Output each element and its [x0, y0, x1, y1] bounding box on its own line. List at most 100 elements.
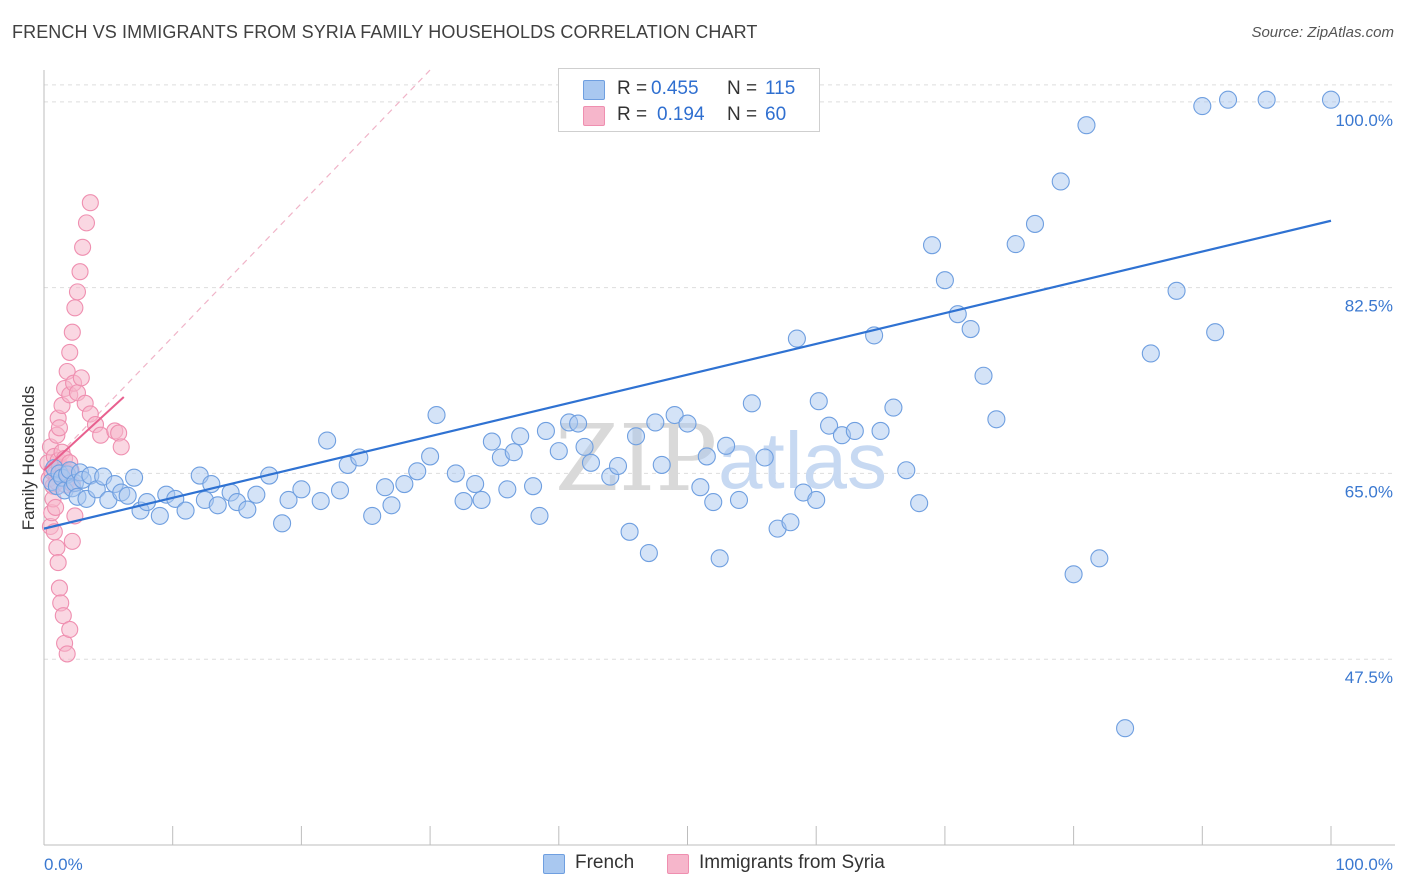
french-point [884, 398, 903, 417]
y-tick-label: 100.0% [1335, 111, 1393, 130]
french-point [118, 486, 137, 505]
chart-title: FRENCH VS IMMIGRANTS FROM SYRIA FAMILY H… [12, 22, 758, 42]
legend-row-syria: R = 0.194 N = 60 [559, 103, 819, 129]
french-point [620, 522, 639, 541]
french-point [1218, 90, 1238, 109]
syria-trend-line [43, 396, 125, 471]
y-tick-label: 47.5% [1345, 668, 1393, 687]
syria-point [50, 579, 68, 597]
french-point [910, 494, 929, 513]
legend-french-n-value: 115 [765, 78, 796, 99]
series-legend: French Immigrants from Syria [0, 852, 1406, 878]
french-point [781, 513, 800, 532]
stats-legend: R = 0.455 N = 115 R = 0.194 N = 60 [558, 68, 820, 132]
legend-syria-n-label: N = [727, 104, 758, 125]
series-french-points [42, 90, 1341, 738]
french-point [665, 405, 684, 425]
reference-dashed-line [43, 69, 431, 471]
french-point [524, 477, 543, 496]
french-point [1077, 116, 1096, 135]
french-point [639, 543, 658, 563]
legend-swatch-french-bottom [543, 854, 565, 874]
french-point [871, 421, 890, 441]
french-point [498, 480, 517, 499]
syria-point [48, 539, 66, 557]
french-point [330, 481, 350, 500]
french-point [279, 490, 298, 510]
syria-point [61, 343, 79, 361]
syria-point [58, 645, 76, 663]
french-point [691, 478, 710, 497]
legend-label-syria: Immigrants from Syria [699, 852, 885, 873]
french-point [176, 501, 195, 520]
french-point [697, 447, 716, 466]
french-point [1090, 549, 1109, 568]
french-point [150, 506, 169, 525]
french-point [729, 490, 749, 510]
french-point [376, 478, 395, 497]
legend-french-n-label: N = [727, 78, 758, 99]
french-trend-line [43, 219, 1332, 530]
syria-point [47, 498, 65, 516]
syria-point [77, 214, 96, 232]
x-tick-label: 100.0% [1335, 855, 1393, 874]
french-point [318, 431, 337, 450]
reference-diagonal [43, 69, 431, 471]
trend-lines [43, 219, 1332, 530]
french-point [454, 491, 473, 511]
syria-point [61, 620, 79, 639]
french-point [974, 366, 993, 385]
french-point [787, 329, 806, 348]
french-point [208, 496, 227, 515]
y-tick-label: 65.0% [1345, 482, 1393, 501]
french-point [961, 319, 980, 339]
french-point [807, 490, 826, 510]
french-point [472, 490, 491, 510]
legend-french-r-value: 0.455 [651, 78, 699, 99]
french-point [1116, 719, 1135, 738]
syria-point [63, 532, 81, 550]
french-point [717, 436, 736, 455]
french-point [427, 405, 446, 425]
watermark: ZIP atlas [555, 405, 887, 512]
french-point [922, 236, 942, 255]
legend-syria-r-label: R = [617, 104, 648, 125]
x-tick-label: 0.0% [44, 855, 83, 874]
legend-label-french: French [575, 852, 635, 873]
french-point [1141, 344, 1160, 363]
french-point [273, 514, 292, 533]
french-point [1006, 235, 1025, 254]
syria-point [72, 369, 90, 387]
syria-point [66, 299, 84, 317]
french-point [575, 437, 594, 456]
french-point [408, 462, 427, 481]
french-point [742, 394, 761, 413]
french-point [935, 271, 954, 290]
french-point [678, 414, 697, 433]
french-point [292, 480, 311, 499]
french-point [581, 453, 601, 472]
legend-swatch-syria [583, 106, 605, 126]
french-point [446, 464, 465, 483]
french-point [363, 506, 382, 525]
french-point [421, 447, 440, 466]
y-axis-label: Family Households [19, 386, 38, 531]
french-point [646, 413, 665, 432]
syria-point [49, 554, 67, 572]
french-point [511, 427, 530, 446]
french-point [1321, 90, 1341, 109]
tick-labels: 47.5% 65.0% 82.5% 100.0% 0.0% 100.0% [44, 111, 1393, 874]
syria-point [92, 426, 110, 444]
legend-syria-n-value: 60 [765, 104, 787, 125]
syria-point [74, 238, 92, 256]
french-point [1051, 172, 1070, 191]
french-point [1206, 323, 1225, 342]
french-point [845, 421, 864, 441]
french-point [1025, 214, 1045, 233]
french-point [820, 416, 839, 435]
french-point [536, 421, 555, 441]
legend-row-french: R = 0.455 N = 115 [559, 77, 819, 103]
french-point [125, 468, 144, 487]
french-point [238, 500, 257, 519]
